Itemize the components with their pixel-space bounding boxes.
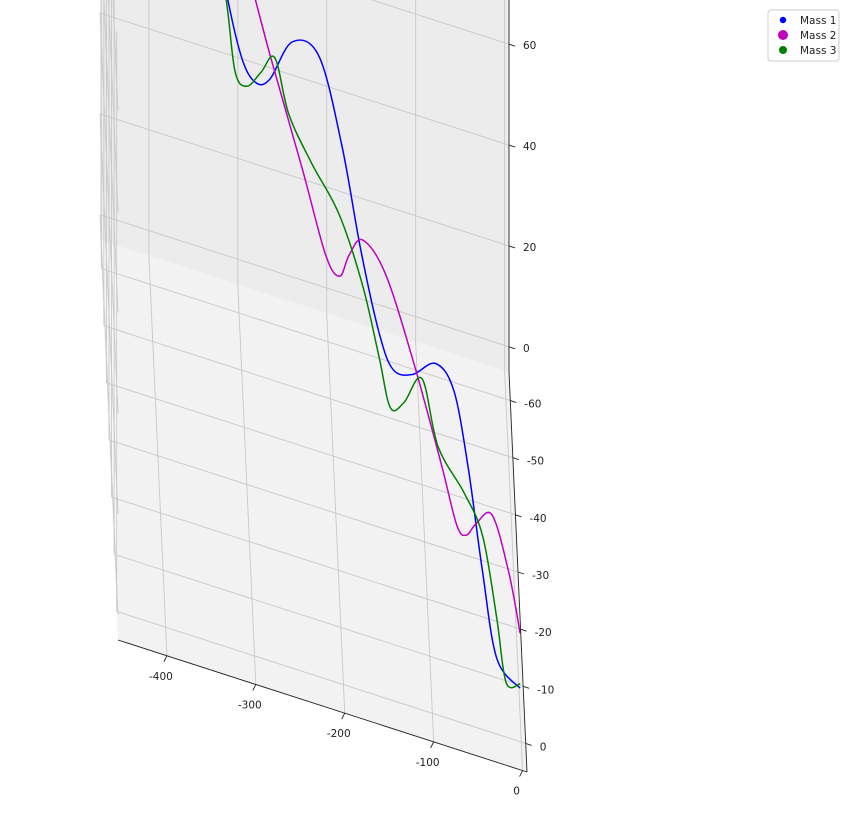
grid-z-left — [108, 0, 119, 212]
gridlines — [99, 0, 526, 771]
x-tick-mark — [519, 770, 523, 777]
trajectory-mass-2 — [254, 0, 521, 634]
y-tick-mark — [517, 571, 525, 575]
y-tick-mark — [512, 457, 519, 461]
x-axis-line — [117, 639, 528, 773]
x-tick-mark — [341, 712, 346, 720]
y-tick-mark — [520, 628, 527, 632]
y-tick-label: -40 — [529, 513, 546, 525]
grid-y-floor — [106, 382, 516, 516]
grid-z-left — [112, 0, 119, 111]
grid-z-back — [99, 214, 510, 348]
x-tick-label: -400 — [149, 671, 173, 683]
x-tick-label: -100 — [416, 757, 440, 769]
trajectory-mass-3 — [225, 0, 521, 689]
z-tick-label: 40 — [523, 141, 536, 153]
grid-z-left — [99, 13, 119, 414]
y-tick-mark — [510, 400, 517, 403]
y-tick-label: -60 — [524, 399, 541, 411]
legend-label-mass-3: Mass 3 — [800, 45, 836, 57]
grid-y-floor — [116, 611, 526, 744]
y-tick-label: -50 — [527, 456, 544, 468]
grid-y-floor — [103, 325, 513, 459]
y-tick-label: -30 — [532, 570, 549, 582]
grid-z-left — [99, 214, 119, 615]
z-tick-mark — [508, 144, 516, 148]
legend-marker-mass-2 — [778, 30, 788, 40]
legend-label-mass-1: Mass 1 — [800, 15, 836, 27]
z-tick-label: 0 — [523, 343, 530, 355]
y-tick-mark — [523, 685, 530, 689]
grid-z-left — [103, 0, 119, 313]
legend-marker-mass-3 — [779, 46, 787, 54]
axis-ticks: -400 -300 -200 -100 0 0 -10 -20 -30 -40 -50 -60 0 20 4… — [117, 0, 554, 798]
z-tick-mark — [508, 43, 516, 47]
axis-panes — [100, 0, 527, 772]
y-tick-mark — [525, 743, 532, 746]
z-tick-label: 60 — [523, 40, 536, 52]
grid-y-floor — [114, 553, 524, 687]
legend-marker-mass-1 — [779, 16, 787, 24]
y-tick-mark — [515, 514, 522, 518]
y-tick-label: -10 — [537, 684, 554, 696]
x-tick-label: -200 — [327, 728, 351, 740]
z-tick-mark — [508, 346, 516, 350]
legend: Mass 1 Mass 2 Mass 3 — [767, 9, 840, 62]
legend-label-mass-2: Mass 2 — [800, 30, 836, 42]
y-tick-label: -20 — [535, 627, 552, 639]
x-tick-mark — [252, 684, 257, 691]
series-layer — [225, 0, 521, 689]
grid-z-back — [99, 12, 510, 146]
grid-z-back — [370, 0, 510, 45]
x-tick-label: 0 — [513, 786, 520, 798]
y-tick-label: 0 — [540, 741, 547, 753]
grid-z-back — [99, 113, 510, 247]
grid-z-left — [99, 113, 119, 514]
x-tick-label: -300 — [238, 699, 262, 711]
back-pane — [100, 0, 509, 372]
x-tick-mark — [430, 741, 435, 749]
trajectory-mass-1 — [227, 0, 521, 689]
x-tick-mark — [163, 655, 168, 662]
z-tick-label: 20 — [523, 242, 536, 254]
z-tick-mark — [508, 245, 516, 249]
grid-y-floor — [108, 439, 519, 573]
grid-y-floor — [101, 268, 511, 401]
grid-y-floor — [111, 496, 521, 630]
